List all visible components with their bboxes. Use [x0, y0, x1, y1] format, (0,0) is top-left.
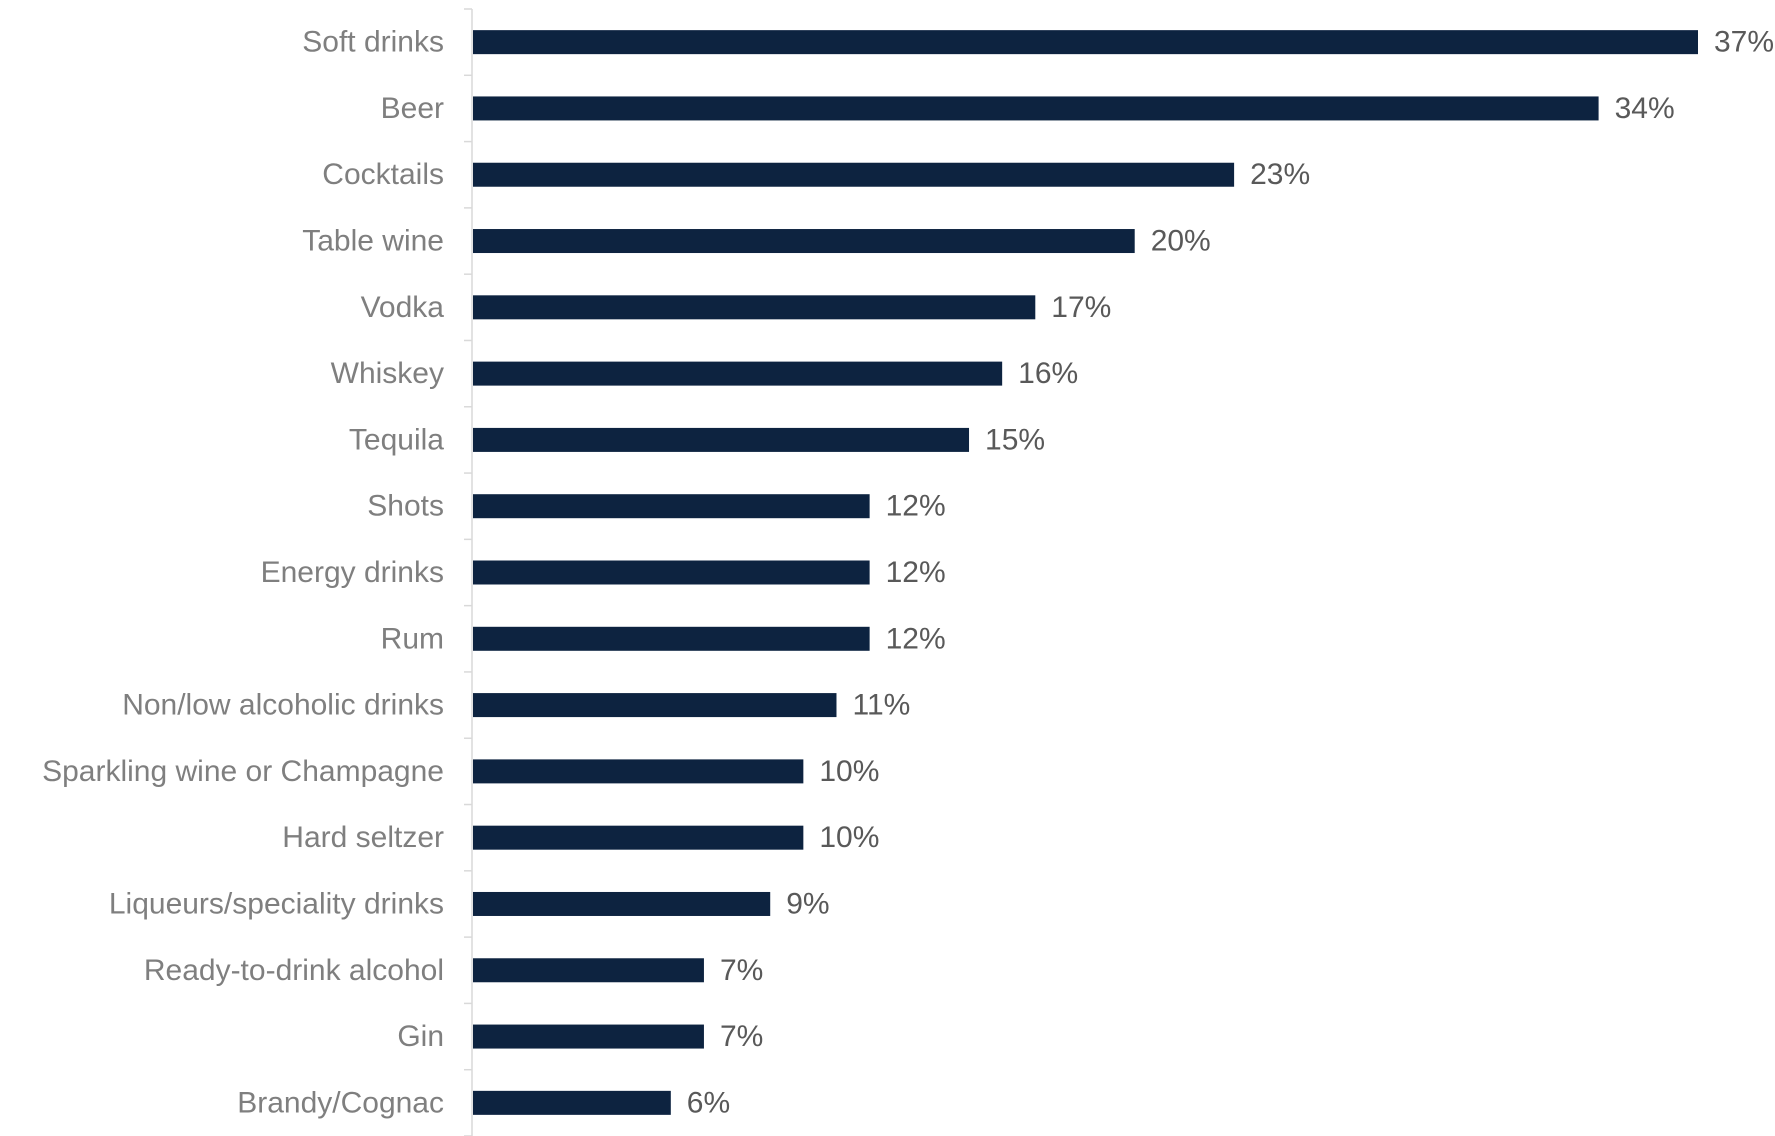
- bar: [473, 30, 1698, 55]
- category-label: Brandy/Cognac: [237, 1086, 444, 1119]
- category-label: Tequila: [349, 423, 444, 456]
- data-label: 7%: [720, 1020, 763, 1053]
- data-label: 7%: [720, 954, 763, 987]
- data-label: 12%: [886, 490, 946, 523]
- category-label: Whiskey: [331, 357, 444, 390]
- category-label: Rum: [381, 622, 444, 655]
- bar: [473, 162, 1235, 187]
- data-label: 12%: [886, 556, 946, 589]
- category-label: Vodka: [361, 291, 445, 324]
- category-label: Gin: [397, 1020, 444, 1053]
- bar: [473, 295, 1036, 320]
- bar: [473, 361, 1003, 386]
- category-label: Beer: [381, 92, 444, 125]
- category-axis: [464, 8, 473, 1136]
- category-label: Liqueurs/speciality drinks: [109, 887, 444, 920]
- category-label: Ready-to-drink alcohol: [144, 954, 444, 987]
- bar: [473, 1024, 704, 1049]
- bar: [473, 891, 771, 916]
- bar: [473, 560, 870, 585]
- bar: [473, 494, 870, 519]
- data-label: 11%: [852, 689, 910, 722]
- data-label: 6%: [687, 1086, 730, 1119]
- category-label: Sparkling wine or Champagne: [42, 755, 444, 788]
- data-label: 16%: [1018, 357, 1078, 390]
- data-label: 10%: [819, 821, 879, 854]
- bar: [473, 626, 870, 651]
- category-label: Cocktails: [322, 158, 444, 191]
- category-label: Hard seltzer: [282, 821, 444, 854]
- bar-series: [473, 30, 1698, 1115]
- category-label: Shots: [367, 490, 444, 523]
- value-labels: 37% 34% 23% 20% 17% 16% 15% 12% 12% 12% 11% 10% 10% 9…: [687, 26, 1774, 1120]
- category-label: Non/low alcoholic drinks: [122, 689, 444, 722]
- bar: [473, 96, 1599, 121]
- bar: [473, 427, 970, 452]
- bar: [473, 229, 1135, 254]
- category-label: Energy drinks: [261, 556, 444, 589]
- bar: [473, 693, 837, 718]
- data-label: 12%: [886, 622, 946, 655]
- data-label: 9%: [786, 887, 829, 920]
- data-label: 17%: [1051, 291, 1111, 324]
- bar: [473, 1090, 671, 1115]
- category-label: Soft drinks: [302, 26, 444, 59]
- bar: [473, 958, 704, 983]
- category-label: Table wine: [302, 225, 444, 258]
- bar: [473, 825, 804, 850]
- data-label: 23%: [1250, 158, 1310, 191]
- data-label: 10%: [819, 755, 879, 788]
- data-label: 20%: [1151, 225, 1211, 258]
- data-label: 15%: [985, 423, 1045, 456]
- bar: [473, 759, 804, 784]
- category-labels: Soft drinks Beer Cocktails Table wine Vodka W…: [42, 26, 444, 1120]
- data-label: 34%: [1615, 92, 1675, 125]
- data-label: 37%: [1714, 26, 1774, 59]
